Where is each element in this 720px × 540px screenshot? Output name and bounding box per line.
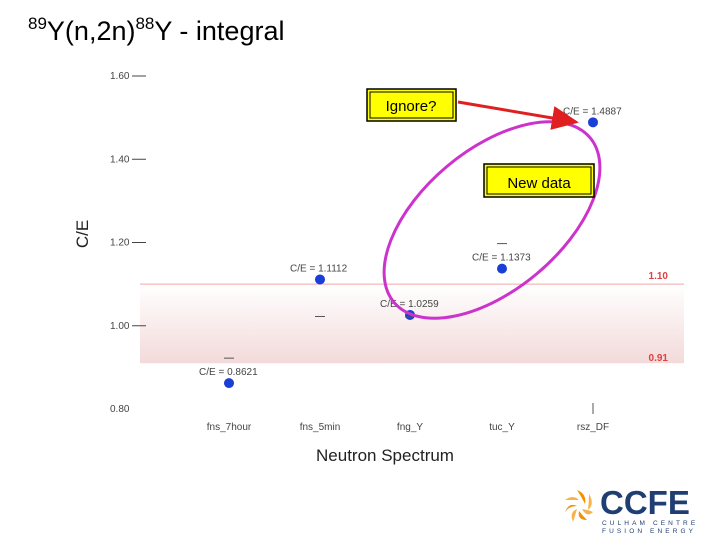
- new-data-annotation-text: New data: [507, 175, 571, 192]
- ignore-box: [366, 88, 457, 122]
- title-reaction: Y(n,2n): [46, 16, 136, 46]
- data-point: [224, 378, 234, 389]
- x-tick-label: tuc_Y: [489, 422, 515, 433]
- x-tick-label: fns_7hour: [207, 422, 252, 433]
- x-tick-label: fng_Y: [397, 422, 423, 433]
- title-suffix: Y - integral: [154, 16, 285, 46]
- acceptance-band: [140, 284, 684, 364]
- x-axis-title: Neutron Spectrum: [316, 446, 454, 465]
- data-label: C/E = 1.0259: [380, 299, 439, 310]
- new-data-box: [483, 163, 595, 198]
- ignore-annotation-text: Ignore?: [386, 98, 437, 115]
- data-label: C/E = 1.1373: [472, 253, 531, 264]
- annotation-arrow: [457, 100, 579, 130]
- logo-line-1: CULHAM CENTRE: [602, 520, 698, 527]
- sunburst-icon: [565, 490, 593, 522]
- x-tick-label: rsz_DF: [577, 422, 609, 433]
- y-axis: 0.80 1.00 1.20 1.40 1.60: [110, 71, 146, 415]
- data-point: [588, 117, 598, 128]
- y-tick-label: 1.00: [110, 321, 130, 332]
- data-points: C/E = 0.8621 C/E = 1.1112 C/E = 1.0259 C/E …: [199, 106, 622, 414]
- y-tick-label: 1.60: [110, 71, 130, 82]
- logo-wordmark: CCFE: [600, 484, 690, 521]
- data-label: C/E = 1.4887: [563, 106, 622, 117]
- band-high-label: 1.10: [649, 271, 669, 282]
- ccfe-logo: CCFE CULHAM CENTRE FUSION ENERGY: [565, 484, 698, 535]
- y-tick-label: 0.80: [110, 404, 130, 415]
- x-tick-label: fns_5min: [300, 422, 341, 433]
- data-label: C/E = 0.8621: [199, 367, 258, 378]
- title-mass-number: 89: [28, 14, 47, 33]
- logo-line-2: FUSION ENERGY: [602, 528, 696, 535]
- y-axis-title: C/E: [73, 220, 92, 248]
- scatter-chart: 0.801.001.201.401.60 fns_7hour fns_5min fn…: [73, 71, 684, 465]
- band-low-label: 0.91: [649, 353, 669, 364]
- slide-title: 89Y(n,2n)88Y - integral: [28, 14, 284, 47]
- data-point: [315, 274, 325, 285]
- highlight-ellipse: [382, 120, 602, 320]
- y-tick-label: 1.40: [110, 154, 130, 165]
- data-point: [497, 263, 507, 274]
- x-axis: fns_7hour fns_5min fng_Y tuc_Y rsz_DF: [207, 422, 609, 433]
- y-tick-label: 1.20: [110, 238, 130, 249]
- data-label: C/E = 1.1112: [290, 263, 348, 274]
- title-product-mass-number: 88: [135, 14, 155, 33]
